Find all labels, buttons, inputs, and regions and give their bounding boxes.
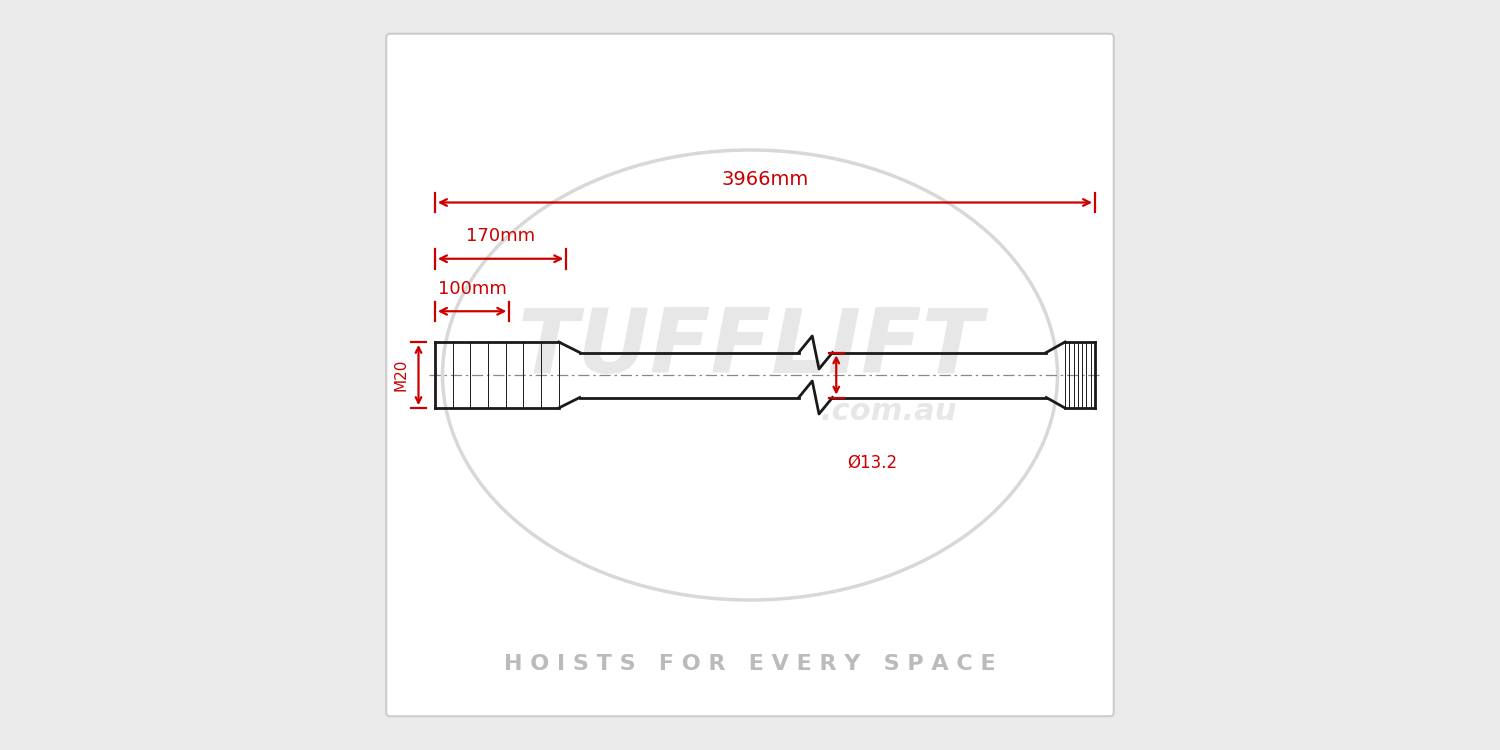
FancyBboxPatch shape <box>387 34 1113 716</box>
Text: M20: M20 <box>393 358 408 392</box>
Text: 100mm: 100mm <box>438 280 507 298</box>
Text: 3966mm: 3966mm <box>722 170 809 189</box>
Text: 170mm: 170mm <box>466 227 536 245</box>
Text: H O I S T S   F O R   E V E R Y   S P A C E: H O I S T S F O R E V E R Y S P A C E <box>504 654 996 674</box>
Text: .com.au: .com.au <box>821 397 957 425</box>
Text: TUFFLIFT: TUFFLIFT <box>518 305 982 392</box>
Text: Ø13.2: Ø13.2 <box>847 454 897 472</box>
